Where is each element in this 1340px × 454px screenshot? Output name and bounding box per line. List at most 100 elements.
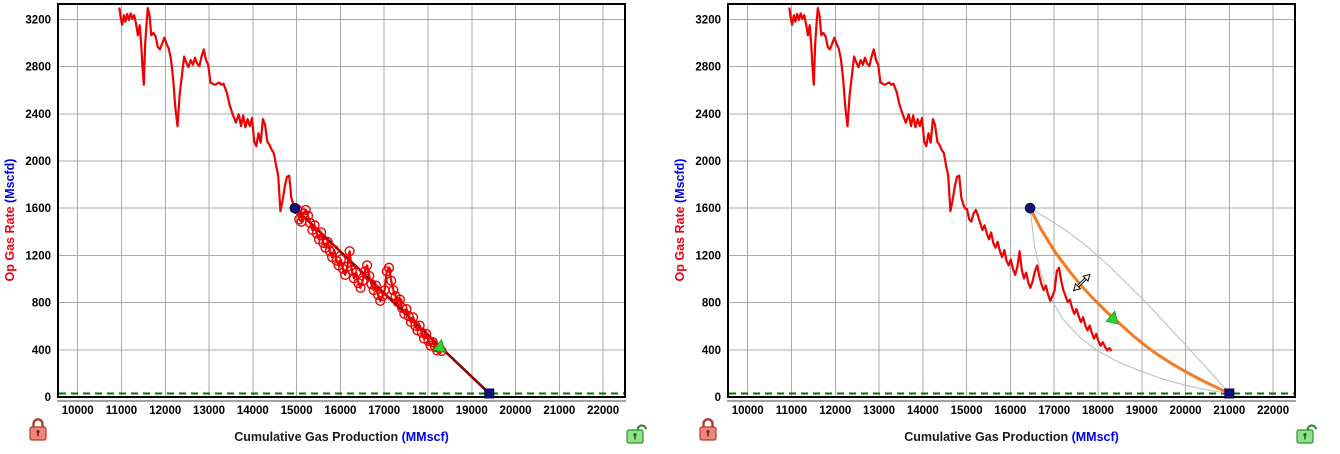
forecast-start-marker[interactable] <box>1024 202 1036 214</box>
hyperbolic-fit-path[interactable] <box>1028 206 1231 395</box>
x-tick-label: 18000 <box>412 405 444 417</box>
history-line <box>788 7 1113 352</box>
axis-lock-closed-icon[interactable] <box>29 418 47 441</box>
resize-cursor-icon <box>1072 273 1091 292</box>
history-scatter-ring <box>416 327 427 338</box>
history-scatter-ring <box>331 255 342 266</box>
forecast-end-marker[interactable] <box>1224 388 1235 399</box>
forecast-end-marker[interactable] <box>484 388 495 399</box>
y-axis-title-main: Op Gas Rate <box>3 203 17 282</box>
y-tick-label: 2400 <box>695 109 721 121</box>
axis-lock-open-icon[interactable] <box>626 424 648 444</box>
lock-keyhole-slot <box>1304 434 1306 440</box>
forecast-mid-marker[interactable] <box>432 338 447 354</box>
history-scatter-ring <box>366 279 377 290</box>
x-axis-tick-labels: 10000 11000 12000 13000 14000 15000 16000 17000… <box>62 405 619 417</box>
plot-border <box>727 3 1296 402</box>
end-handle-square[interactable] <box>1224 388 1235 399</box>
lock-shackle <box>1306 424 1318 430</box>
production-history-series <box>788 7 1113 352</box>
history-scatter-ring <box>302 210 314 221</box>
y-tick-label: 400 <box>32 345 51 357</box>
x-axis-title: Cumulative Gas Production (MMscf) <box>234 430 449 444</box>
y-tick-label: 1600 <box>695 203 721 215</box>
y-axis-title-unit: (Mscfd) <box>673 159 687 203</box>
x-tick-label: 13000 <box>193 405 225 417</box>
lock-shackle <box>32 418 44 427</box>
y-axis-title-main: Op Gas Rate <box>673 203 687 282</box>
y-tick-label: 1600 <box>25 203 51 215</box>
y-tick-label: 800 <box>702 298 721 310</box>
history-scatter-ring <box>427 337 438 348</box>
x-tick-label: 17000 <box>368 405 400 417</box>
history-scatter-ring <box>372 289 384 301</box>
decline-chart-right[interactable]: 0 400 800 1200 1600 2000 2400 2800 3200 10000 110… <box>670 0 1340 454</box>
exponential-fit-path[interactable] <box>293 206 491 395</box>
history-scatter-ring <box>324 246 335 257</box>
lock-keyhole-slot <box>37 431 39 437</box>
x-axis-tick-labels: 10000 11000 12000 13000 14000 15000 16000 17000… <box>732 405 1289 417</box>
x-tick-label: 22000 <box>1257 405 1289 417</box>
history-scatter-ring <box>401 303 412 315</box>
x-tick-label: 12000 <box>819 405 851 417</box>
x-tick-label: 13000 <box>863 405 895 417</box>
x-axis-title-unit: (MMscf) <box>1072 430 1119 444</box>
history-scatter-ring <box>311 228 322 239</box>
start-handle[interactable] <box>1024 202 1036 214</box>
x-axis-title-main: Cumulative Gas Production <box>904 430 1071 444</box>
history-line <box>118 7 443 352</box>
forecast-mid-marker[interactable] <box>1105 310 1120 325</box>
chart-canvas-left[interactable]: 0 400 800 1200 1600 2000 2400 2800 3200 10000 110… <box>0 0 670 454</box>
y-axis-title: Op Gas Rate (Mscfd) <box>673 159 687 282</box>
x-tick-label: 15000 <box>281 405 313 417</box>
history-scatter-ring <box>403 311 414 322</box>
mid-handle-triangle[interactable] <box>432 338 447 354</box>
history-scatter-ring <box>355 282 366 293</box>
history-scatter-ring <box>383 262 395 273</box>
x-tick-label: 17000 <box>1038 405 1070 417</box>
forecast-start-marker[interactable] <box>289 202 301 214</box>
y-axis-title-unit: (Mscfd) <box>3 159 17 203</box>
chart-canvas-right[interactable]: 0 400 800 1200 1600 2000 2400 2800 3200 10000 110… <box>670 0 1340 454</box>
history-scatter-markers <box>291 204 447 357</box>
y-tick-label: 1200 <box>25 250 51 262</box>
decline-chart-left[interactable]: 0 400 800 1200 1600 2000 2400 2800 3200 10000 110… <box>0 0 670 454</box>
history-scatter-ring <box>329 244 340 256</box>
envelope-lower-curve <box>1029 208 1230 395</box>
y-axis-tick-labels: 0 400 800 1200 1600 2000 2400 2800 3200 <box>695 14 721 404</box>
envelope-upper-curve <box>1029 207 1230 394</box>
history-scatter-ring <box>370 280 381 291</box>
start-handle[interactable] <box>289 202 301 214</box>
end-handle-square[interactable] <box>484 388 495 399</box>
forecast-fit-line[interactable] <box>1028 206 1231 395</box>
history-scatter-ring <box>386 275 397 286</box>
y-tick-label: 0 <box>45 392 51 404</box>
axis-lock-closed-icon[interactable] <box>699 418 717 441</box>
plot-frame <box>727 3 1296 398</box>
history-scatter-ring <box>388 285 399 296</box>
history-scatter-ring <box>300 204 311 216</box>
mid-handle-triangle[interactable] <box>1105 310 1120 325</box>
x-tick-label: 11000 <box>106 405 137 417</box>
history-scatter-ring <box>377 290 388 302</box>
x-tick-label: 16000 <box>994 405 1026 417</box>
y-tick-label: 2800 <box>25 62 51 74</box>
y-tick-label: 1200 <box>695 250 721 262</box>
plot-frame <box>57 3 626 398</box>
x-tick-label: 12000 <box>149 405 181 417</box>
lock-shackle <box>636 424 648 430</box>
history-scatter-ring <box>357 275 368 286</box>
forecast-fit-line[interactable] <box>293 206 491 395</box>
x-tick-label: 20000 <box>500 405 532 417</box>
history-scatter-ring <box>397 302 408 313</box>
history-scatter-ring <box>344 246 355 257</box>
axis-lock-open-icon[interactable] <box>1296 424 1318 444</box>
x-axis-title-text: Cumulative Gas Production (MMscf) <box>234 430 449 444</box>
y-tick-label: 2400 <box>25 109 51 121</box>
history-scatter-ring <box>375 295 386 306</box>
x-tick-label: 21000 <box>543 405 575 417</box>
x-tick-label: 16000 <box>324 405 356 417</box>
x-tick-label: 10000 <box>732 405 764 417</box>
history-scatter-ring <box>316 227 327 238</box>
